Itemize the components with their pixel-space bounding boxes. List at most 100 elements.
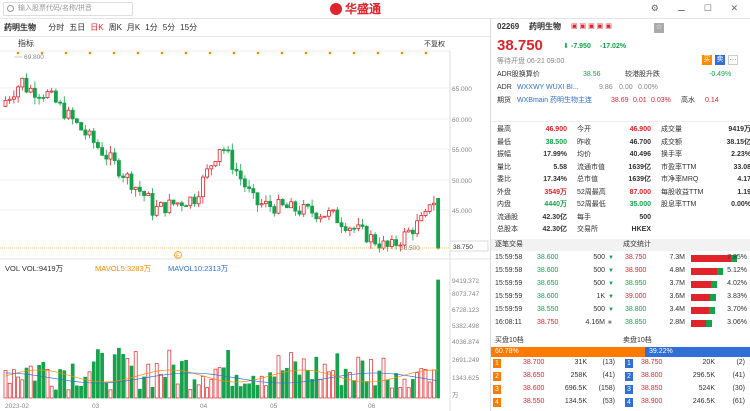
volume-bar [360,360,365,399]
candle-body [20,77,25,88]
candle-body [347,227,352,232]
volume-bar [133,351,138,399]
trade-row[interactable]: 15:59:59 38.550 500 ▼ [491,305,750,316]
ask-row[interactable]: 3 38.850 524K (30) [623,384,750,395]
volume-bar [306,370,310,399]
trade-row[interactable]: 16:08:11 38.750 4.16M ■ [491,318,750,329]
volstat-row: 38.900 4.8M 5.12% [623,266,750,277]
candle-body [125,173,130,178]
volstat-volume: 3.6M [669,293,685,300]
candle-body [431,202,436,206]
candle-body [11,96,16,100]
kline-chart[interactable]: 指标 不复权 65.000 60.000 55.000 50.000 45.000 69.80… [0,37,490,411]
stat-value: 4440万 [544,201,567,208]
period-tab[interactable]: 5分 [162,23,176,32]
vol-tick: 8073.747 [452,291,479,298]
volume-bar [142,376,146,399]
candle-body [305,203,310,207]
candle-body [117,160,121,177]
volstat-price: 38.900 [625,267,647,274]
candle-body [398,244,403,247]
ask-row[interactable]: 1 38.750 20K (2) [623,358,750,369]
event-dot [376,51,380,55]
period-tabs: 分时 五日 日K 周K 月K 1分 5分 15分 [43,23,197,32]
candle-body [54,90,58,103]
bid-volume: 696.5K [564,385,587,392]
window-controls[interactable]: ⚙ ⚊ ☐ ✕ [650,3,746,13]
volume-bar [45,369,50,399]
adr2-name[interactable]: WXXWY WUXI BI... [517,84,579,91]
stat-value: 46.900 [545,126,567,133]
volstat-row: 38.850 2.8M 3.06% [623,318,750,329]
period-tab[interactable]: 分时 [48,23,65,32]
bid-row[interactable]: 4 38.550 134.5K (53) [491,397,619,408]
ask-row[interactable]: 4 38.900 246.5K (61) [623,397,750,408]
trade-row[interactable]: 15:59:59 38.650 500 ▼ [491,279,750,290]
sell-button[interactable]: 卖 [715,55,725,65]
candle-body [91,130,96,143]
bid-level: 2 [493,372,501,381]
bid-row[interactable]: 3 38.600 696.5K (158) [491,384,619,395]
candle-body [289,201,294,209]
volume-bar [121,354,125,399]
volstat-volume: 2.8M [669,319,685,326]
candle-body [16,86,21,98]
futures-label: 期货 [497,97,511,104]
badge-icons[interactable]: ▣ ▣ ▣ ▣ ▣ [571,23,612,30]
volume-bar [209,378,214,399]
trade-row[interactable]: 15:59:58 38.600 500 ▼ [491,266,750,277]
stat-label: 52周最高 [577,188,606,196]
volume-bar [310,379,314,399]
period-tab[interactable]: 月K [126,23,141,32]
volume-bar [327,371,331,399]
event-dot [424,51,428,55]
event-dot [112,51,116,55]
volume-bar [255,384,260,399]
stat-value: 42.30亿 [542,226,567,233]
fav-button[interactable]: ☆ [654,23,664,33]
candle-body [234,169,239,172]
volume-bar [247,383,251,399]
trade-row[interactable]: 15:59:59 38.600 1K ▼ [491,292,750,303]
order-book[interactable]: 1 38.700 31K (13) 2 38.650 258K (41) 3 38.600 696.… [491,358,750,410]
restore-label: 不复权 [424,39,445,48]
price-tick: 45.000 [452,208,472,215]
ask-row[interactable]: 2 38.800 296.5K (41) [623,371,750,382]
period-tab[interactable]: 周K [108,23,122,32]
buy-button[interactable]: 买 [702,55,712,65]
stat-label: 均价 [577,151,591,158]
vol-tick: 5382.498 [452,323,479,330]
x-tick: 2023-02 [5,403,29,410]
candle-body [79,122,83,131]
top-bar: 输入股票代码/名称/拼音 华盛通 ⚙ ⚊ ☐ ✕ [0,0,750,19]
trade-row[interactable]: 15:59:58 38.600 500 ▼ [491,253,750,264]
bid-row[interactable]: 2 38.650 258K (41) [491,371,619,382]
candle-body [196,196,201,205]
period-tab[interactable]: 日K [90,23,104,32]
volume-bar [264,385,268,399]
bid-row[interactable]: 1 38.700 31K (13) [491,358,619,369]
period-tab[interactable]: 1分 [145,23,158,32]
stat-label: 总股本 [497,226,518,233]
adr2-label: ADR [497,84,512,91]
candle-body [100,147,104,156]
futures-name[interactable]: WXBmain 药明生物主连 [517,97,593,104]
candle-body [33,87,37,98]
vol-tick: 2691.249 [452,357,479,364]
volstat-pct: 5.12% [727,267,747,274]
volstat-row: 38.800 3.4M 3.70% [623,305,750,316]
period-tab[interactable]: 15分 [180,23,198,32]
volume-bar [390,387,394,399]
volume-bar [91,361,96,399]
period-tab[interactable]: 五日 [69,23,86,32]
trades-list[interactable]: 15:59:58 38.600 500 ▼ 15:59:58 38.600 500 ▼ 15:5… [491,253,750,333]
search-input[interactable]: 输入股票代码/名称/拼音 [3,2,133,16]
indicator-label: 指标 [18,38,34,48]
ask-price: 38.750 [641,359,663,366]
volume-bar [406,387,411,399]
stat-value: 33.08 [733,163,750,171]
more-button[interactable]: ⋯ [728,55,738,65]
stat-value: 9419万 [728,126,750,133]
candle-body [192,196,197,205]
event-dot [352,51,356,55]
